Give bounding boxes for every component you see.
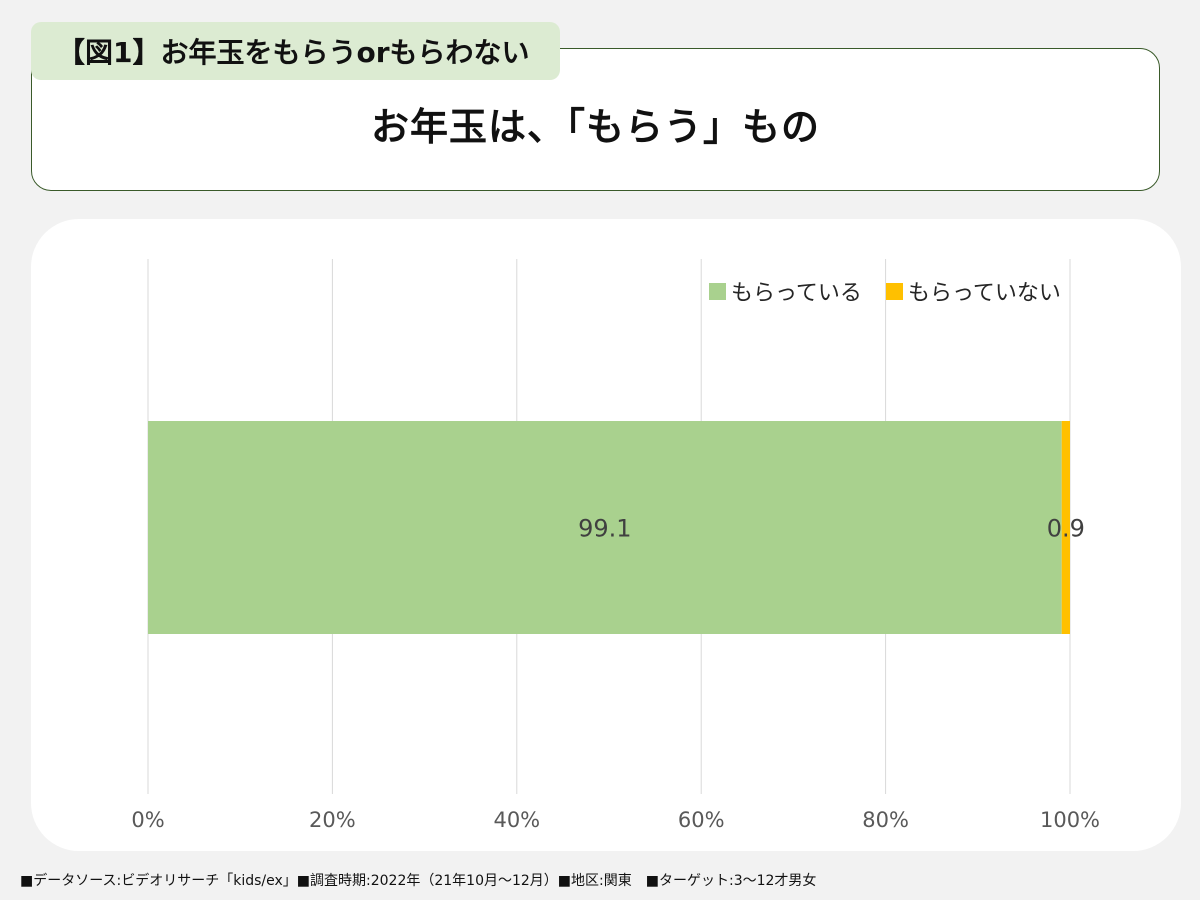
legend-swatch — [886, 283, 903, 300]
legend-swatch — [709, 283, 726, 300]
x-tick-label: 80% — [862, 808, 909, 832]
x-tick-label: 20% — [309, 808, 356, 832]
x-tick-label: 100% — [1040, 808, 1100, 832]
bar-segment — [1061, 421, 1070, 634]
chart-card: 0% 20% 40% 60% 80% 100% 99.1 0.9 もらっている もらっていない — [31, 219, 1181, 851]
figure-label: 【図1】お年玉をもらうorもらわない — [31, 22, 560, 80]
legend-label: もらっている — [731, 281, 862, 306]
bar-segment — [148, 421, 1062, 634]
x-tick-label: 60% — [678, 808, 725, 832]
x-tick-label: 0% — [131, 808, 164, 832]
data-label: 99.1 — [578, 515, 631, 543]
chart-headline: お年玉は、「もらう」もの — [370, 105, 820, 149]
data-label: 0.9 — [1047, 515, 1085, 543]
legend-label: もらっていない — [908, 281, 1061, 306]
x-tick-label: 40% — [493, 808, 540, 832]
source-note: ■データソース:ビデオリサーチ「kids/ex」■調査時期:2022年（21年1… — [20, 873, 817, 889]
stacked-bar-chart: 0% 20% 40% 60% 80% 100% 99.1 0.9 もらっている もらっていない — [131, 259, 1100, 832]
